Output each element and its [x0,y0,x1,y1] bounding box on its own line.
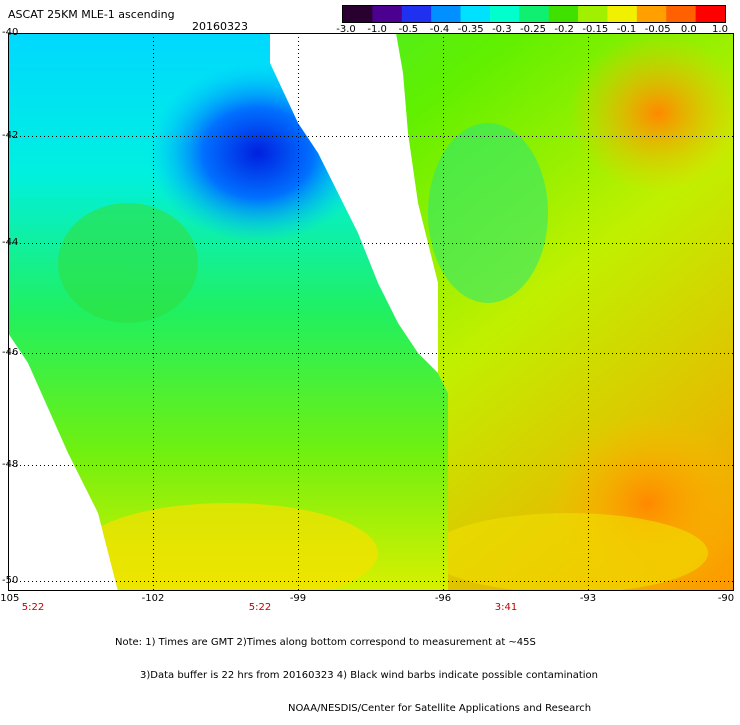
colorbar-swatch [607,6,638,22]
colorbar-label: 0.0 [680,24,697,35]
colorbar-label: -0.4 [429,24,450,35]
colorbar-label: -0.15 [582,24,609,35]
colorbar-swatch [636,6,667,22]
colorbar-swatch [372,6,403,22]
lon-label: -96 [434,593,452,604]
map-date: 20160323 [192,20,248,33]
time-label: 5:22 [248,602,272,613]
colorbar-label: -0.1 [616,24,637,35]
plot-border [8,33,734,591]
colorbar-label: -0.35 [457,24,484,35]
colorbar-label: 1.0 [712,24,728,35]
note-line-3: NOAA/NESDIS/Center for Satellite Applica… [288,703,592,714]
colorbar-label: -0.2 [554,24,574,35]
colorbar-labels: -3.0 -1.0 -0.5 -0.4 -0.35 -0.3 -0.25 -0.2 -0.15-… [0,24,740,38]
colorbar-label: -0.3 [492,24,512,35]
lat-label: -44 [2,237,19,248]
colorbar-swatch [460,6,491,22]
lon-label: -105 [0,593,20,604]
colorbar-swatch [666,6,697,22]
lon-label: -102 [141,593,165,604]
lon-label: -90 [717,593,735,604]
colorbar [342,5,726,23]
colorbar-label: -0.25 [520,24,546,35]
colorbar-label: -0.5 [398,24,419,35]
time-label: 5:22 [21,602,45,613]
colorbar-swatch [431,6,462,22]
colorbar-swatch [519,6,550,22]
time-label: 3:41 [494,602,518,613]
colorbar-swatch [489,6,520,22]
map-plot [8,33,734,591]
right-swath [396,33,734,591]
lat-label: -48 [2,459,19,470]
colorbar-swatch [695,6,725,22]
colorbar-swatch [578,6,608,22]
colorbar-label: -1.0 [367,24,387,35]
colorbar-swatch [343,6,373,22]
colorbar-label: -3.0 [336,24,356,35]
note-line-1: Note: 1) Times are GMT 2)Times along bot… [115,637,536,648]
map-title: ASCAT 25KM MLE-1 ascending [8,8,175,21]
lat-label: -42 [2,130,19,141]
notes: Note: 1) Times are GMT 2)Times along bot… [115,615,598,725]
lat-label: -50 [2,575,19,586]
lat-label: -40 [2,27,19,38]
lat-label: -46 [2,347,19,358]
colorbar-label: -0.05 [644,24,671,35]
lon-label: -99 [289,593,307,604]
lon-label: -93 [579,593,597,604]
note-line-2: 3)Data buffer is 22 hrs from 20160323 4)… [140,670,598,681]
colorbar-swatch [548,6,579,22]
colorbar-swatch [401,6,432,22]
